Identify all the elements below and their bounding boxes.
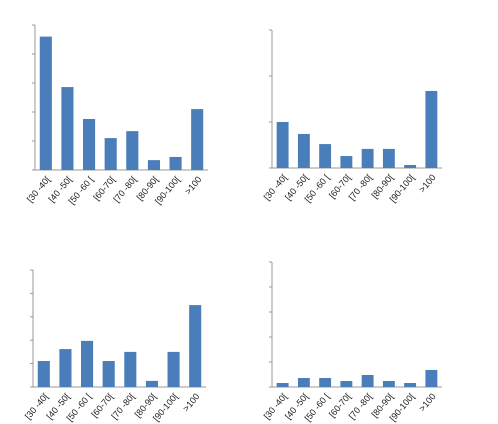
bar [297,133,310,168]
bar [340,381,353,387]
bar [276,122,289,168]
bar [59,349,72,387]
bar [189,305,202,387]
x-tick-label: [70 -80[ [347,391,375,421]
bar [361,148,374,168]
bar [147,160,160,170]
bar [61,87,74,170]
bar [37,361,50,387]
bar [167,351,180,387]
bar [276,383,289,387]
bar [102,361,115,387]
x-tick-label: >100 [417,391,438,413]
bar [425,370,438,387]
bar [39,36,52,170]
x-tick-label: >100 [183,174,204,196]
bar [145,380,158,387]
bar [404,383,417,387]
bar [104,138,117,170]
x-tick-label: >100 [181,391,202,413]
x-tick-label: [70 -80[ [109,391,137,421]
bar [191,109,204,170]
x-tick-label: [70 -80[ [347,172,375,202]
bar [169,156,182,170]
bar [404,165,417,168]
bar [81,340,94,387]
bar [319,144,332,168]
bar [361,375,374,387]
x-tick-label: [70 -80[ [111,174,139,204]
bar [340,156,353,168]
bar [319,378,332,387]
bar [382,148,395,168]
bar [297,378,310,387]
bar [124,351,137,387]
bar [126,131,139,170]
x-tick-label: >100 [417,172,438,194]
bar [382,381,395,387]
bar [425,90,438,168]
bar [83,118,96,170]
